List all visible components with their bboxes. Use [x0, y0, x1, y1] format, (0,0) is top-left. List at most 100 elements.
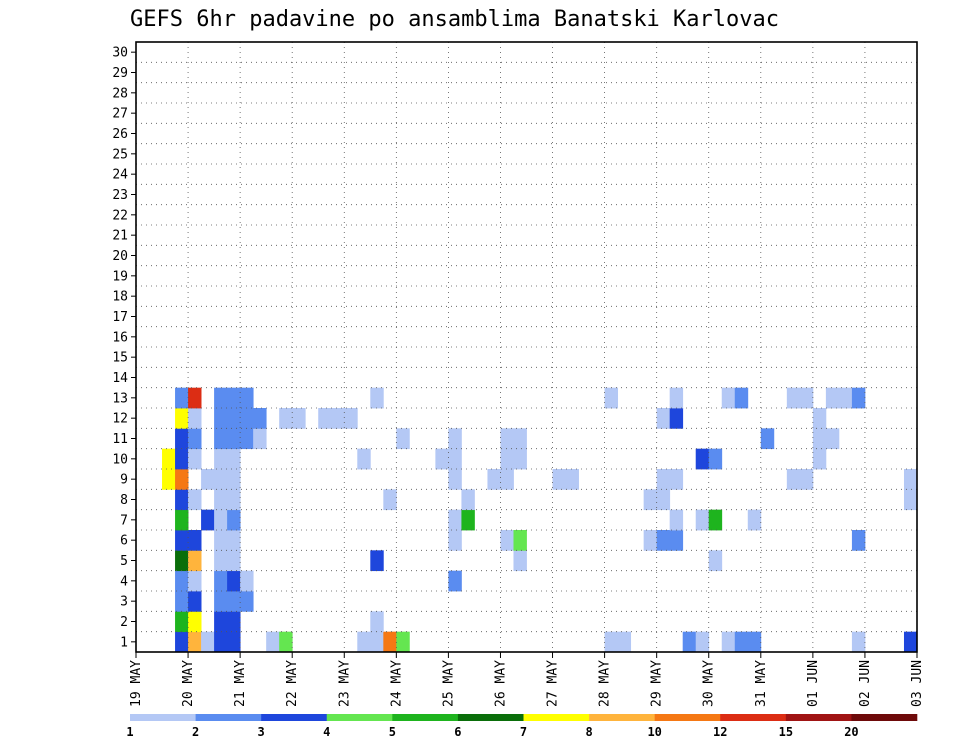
precip-cell [656, 489, 671, 511]
y-tick-label: 5 [120, 554, 128, 569]
colorbar-swatch [720, 714, 787, 721]
precip-cell [214, 489, 228, 511]
precip-cell [227, 489, 241, 511]
precip-cell [227, 530, 241, 551]
precip-cell [370, 550, 384, 572]
x-tick-label: 21 MAY [233, 660, 248, 707]
x-tick-label: 31 MAY [754, 660, 769, 707]
precip-cell [214, 509, 228, 531]
precip-cell [695, 509, 710, 531]
precip-cell [838, 387, 853, 409]
precip-cell [669, 408, 684, 429]
colorbar-label: 4 [323, 725, 330, 739]
precip-cell [669, 530, 684, 551]
colorbar-label: 6 [454, 725, 461, 739]
y-tick-label: 18 [112, 290, 128, 305]
precip-cell [734, 631, 749, 653]
colorbar-label: 5 [389, 725, 396, 739]
precip-cell [227, 611, 241, 633]
precip-cell [500, 469, 514, 490]
precip-cell [825, 428, 840, 450]
precip-cell [448, 570, 462, 592]
precip-cell [708, 509, 723, 531]
colorbar-swatch [523, 714, 590, 721]
y-tick-label: 7 [120, 513, 128, 528]
precip-cell [214, 570, 228, 592]
precip-cell [227, 469, 241, 490]
y-tick-label: 20 [112, 249, 128, 264]
y-tick-label: 14 [112, 371, 128, 386]
precip-cell [188, 530, 202, 551]
y-tick-label: 22 [112, 208, 128, 223]
heatmap-cells [162, 387, 918, 653]
precip-cell [448, 469, 462, 490]
y-tick-label: 25 [112, 147, 128, 162]
precip-cell [500, 530, 514, 551]
x-tick-label: 29 MAY [650, 660, 665, 707]
y-tick-label: 8 [120, 493, 128, 508]
precip-cell [214, 550, 228, 572]
colorbar-swatch [654, 714, 721, 721]
precip-cell [500, 448, 514, 470]
precip-cell [240, 408, 254, 429]
precip-cell [175, 489, 189, 511]
precip-cell [253, 428, 267, 450]
precip-cell [175, 570, 189, 592]
x-tick-label: 01 JUN [806, 660, 821, 707]
colorbar-swatch [130, 714, 196, 721]
precip-cell [513, 550, 527, 572]
precip-cell [370, 611, 384, 633]
precip-cell [461, 489, 475, 511]
x-tick-label: 26 MAY [493, 660, 508, 707]
precip-cell [370, 631, 384, 653]
precip-cell [903, 469, 918, 490]
y-tick-label: 16 [112, 330, 128, 345]
y-tick-label: 13 [112, 391, 128, 406]
precip-cell [214, 469, 228, 490]
precip-cell [357, 631, 371, 653]
precip-cell [669, 509, 684, 531]
precip-cell [604, 631, 619, 653]
colorbar-swatch [457, 714, 524, 721]
x-tick-label: 19 MAY [129, 660, 144, 707]
precip-cell [747, 631, 762, 653]
precip-cell [448, 428, 462, 450]
precip-cell [175, 428, 189, 450]
precip-cell [500, 428, 514, 450]
precip-cell [175, 611, 189, 633]
precip-cell [669, 387, 684, 409]
precip-cell [721, 631, 736, 653]
precip-cell [227, 631, 241, 653]
colorbar-label: 10 [647, 725, 661, 739]
precip-cell [188, 489, 202, 511]
x-tick-label: 25 MAY [441, 660, 456, 707]
colorbar-swatch [392, 714, 459, 721]
y-tick-label: 21 [112, 229, 128, 244]
x-tick-label: 03 JUN [910, 660, 925, 707]
precip-cell [344, 408, 358, 429]
colorbar-swatch [851, 714, 918, 721]
precip-cell [643, 530, 658, 551]
precip-cell [643, 489, 658, 511]
precip-cell [175, 408, 189, 429]
x-tick-label: 02 JUN [858, 660, 873, 707]
precip-cell [214, 591, 228, 612]
precip-cell [279, 408, 293, 429]
precip-cell [747, 509, 762, 531]
colorbar-label: 7 [520, 725, 527, 739]
chart-title: GEFS 6hr padavine po ansamblima Banatski… [130, 7, 779, 32]
precip-cell [669, 469, 684, 490]
precip-cell [240, 591, 254, 612]
precip-cell [162, 469, 176, 490]
precip-cell [253, 408, 267, 429]
precip-cell [227, 448, 241, 470]
y-tick-label: 12 [112, 412, 128, 427]
precip-cell [695, 631, 710, 653]
precip-cell [175, 469, 189, 490]
precip-cell [656, 469, 671, 490]
precip-cell [396, 428, 410, 450]
precip-cell [175, 387, 189, 409]
colorbar-swatch [785, 714, 852, 721]
precip-cell [292, 408, 306, 429]
